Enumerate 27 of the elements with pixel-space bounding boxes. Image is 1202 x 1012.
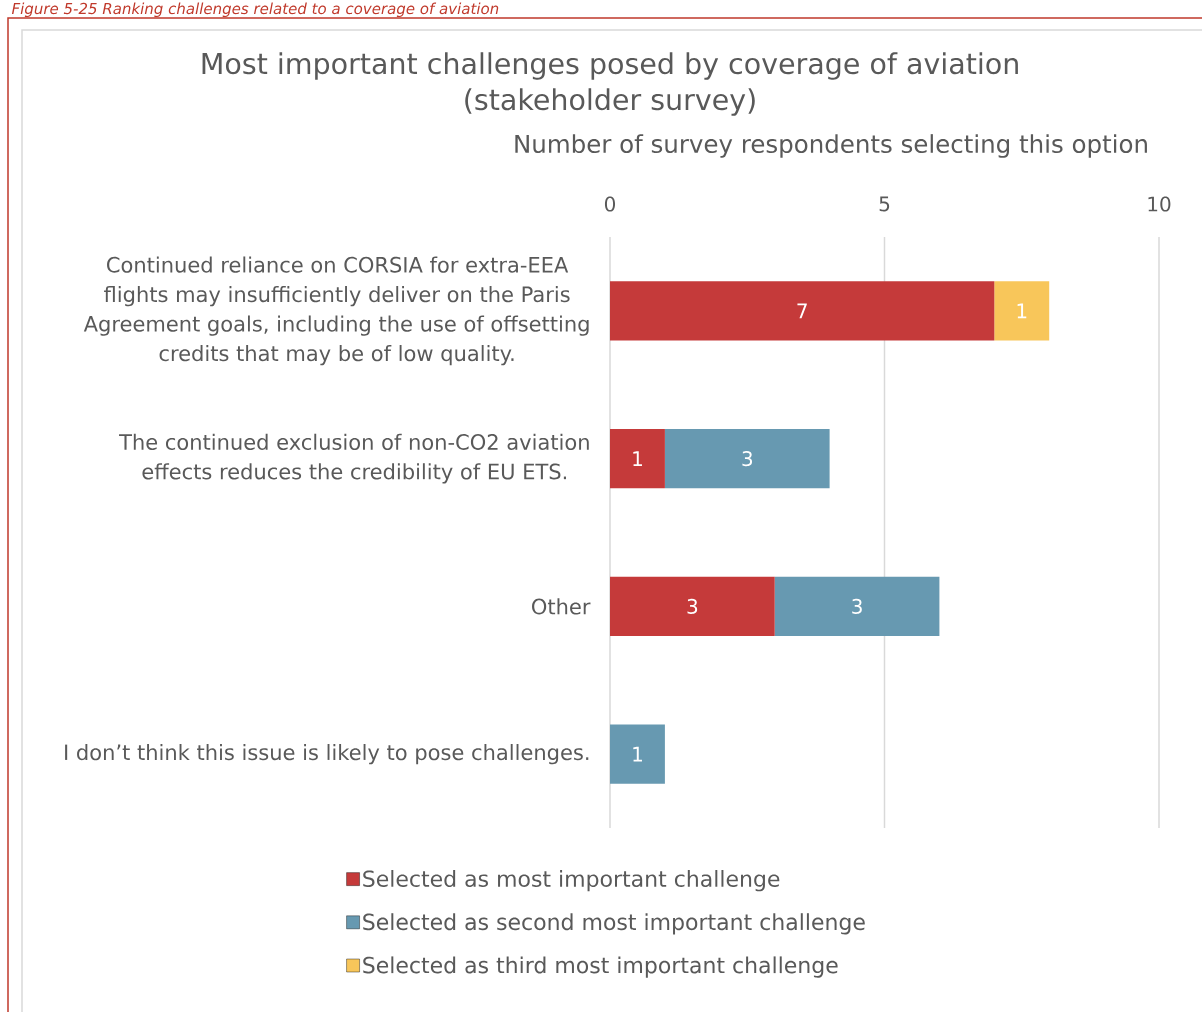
y-tick-label: The continued exclusion of non-CO2 aviation effects reduces the credibility of EU ETS. <box>119 433 589 484</box>
x-tick-label: 5 <box>879 196 890 212</box>
caption: Figure 5-25 Ranking challenges related to a coverage of aviation <box>11 2 499 18</box>
data-label: 3 <box>742 451 753 467</box>
bar <box>664 429 830 489</box>
y-tick-label: Other <box>532 598 591 615</box>
chart-title: Most important challenges posed by coverage of aviation (stakeholder survey) <box>202 52 1018 116</box>
bar <box>774 576 940 636</box>
data-label: 3 <box>852 598 862 614</box>
bar <box>610 724 665 784</box>
bar <box>610 576 775 636</box>
data-label: 7 <box>797 303 807 319</box>
legend-label: Selected as second most important challenge <box>363 913 865 935</box>
data-label: 3 <box>687 598 698 614</box>
y-tick-label: Continued reliance on CORSIA for extra-EEA flights may insufficiently deliver on the Paris Agreement goals, including the use of offsetting credits that may be of low quality. <box>83 256 589 366</box>
data-label: 1 <box>1017 303 1027 319</box>
bar <box>610 429 665 489</box>
x-tick-label: 10 <box>1148 196 1171 212</box>
legend-label: Selected as most important challenge <box>363 870 780 892</box>
x-tick-label: 0 <box>604 196 616 212</box>
data-label: 1 <box>633 451 642 466</box>
x-axis-title: Number of survey respondents selecting this option <box>515 134 1147 158</box>
data-label: 1 <box>633 746 642 762</box>
bar <box>610 281 995 341</box>
legend-label: Selected as third most important challenge <box>363 956 838 978</box>
y-tick-label: I don’t think this issue is likely to pose challenges. <box>65 743 589 765</box>
bar <box>994 281 1050 341</box>
